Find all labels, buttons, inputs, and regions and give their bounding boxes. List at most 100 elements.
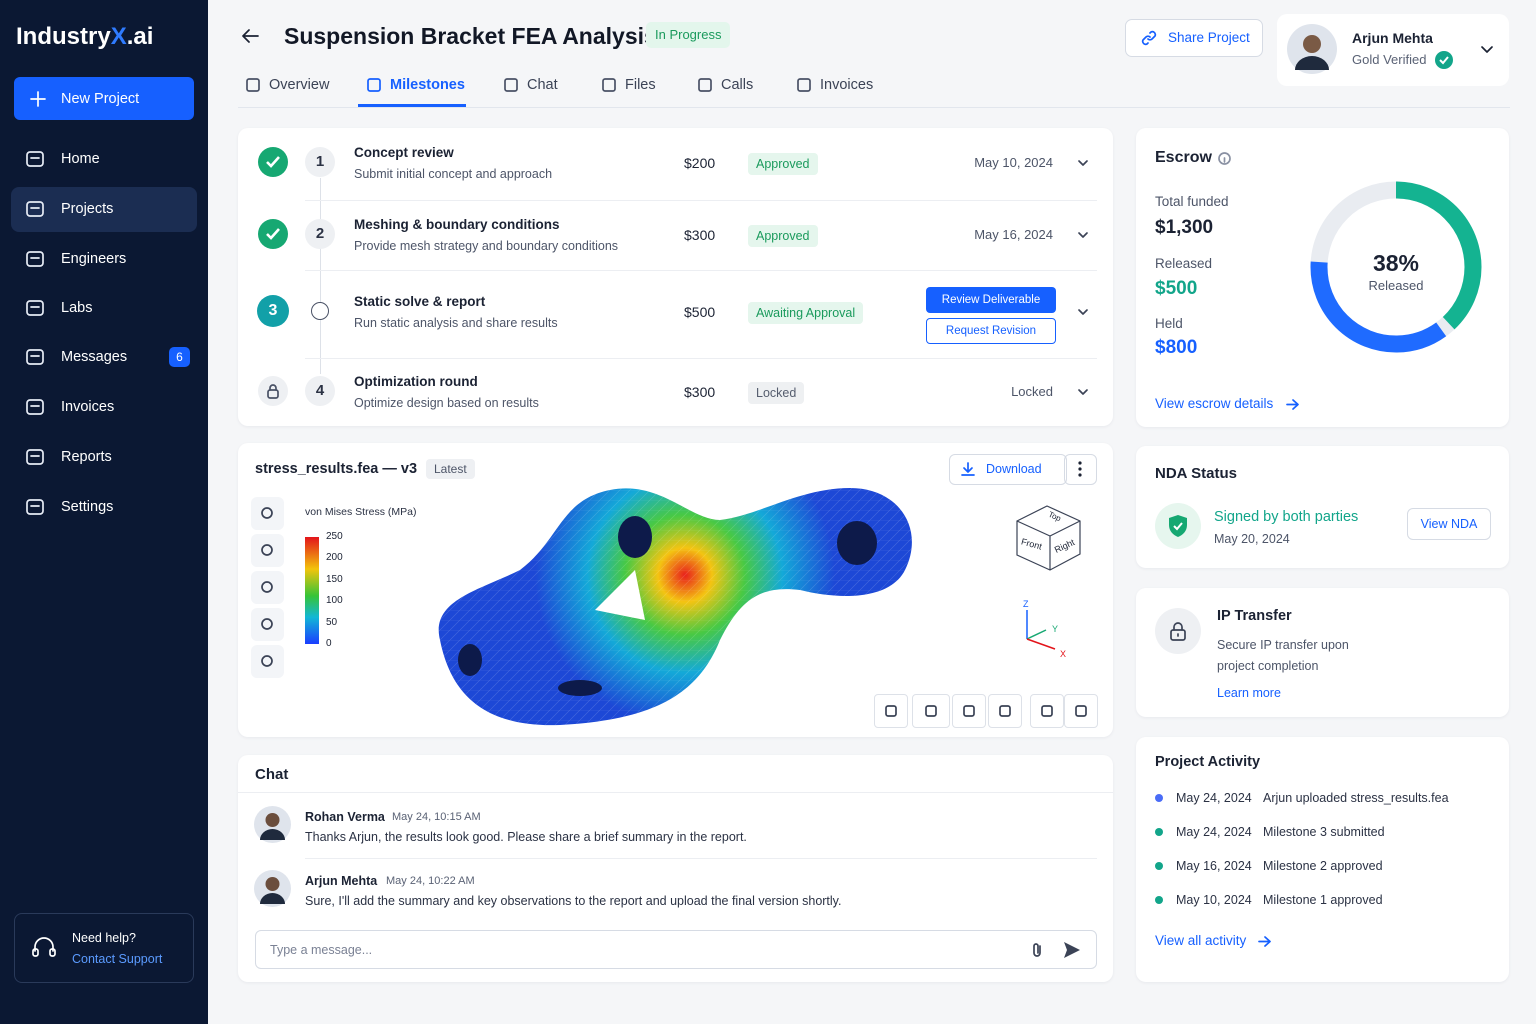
current-step	[257, 295, 289, 327]
share-label[interactable]: Share Project	[1168, 30, 1250, 45]
logo-text: Industry	[16, 23, 111, 50]
step-number: 1	[315, 153, 325, 170]
step-circle	[305, 147, 335, 177]
icon-shape	[26, 349, 44, 365]
chat-title: Chat	[255, 766, 289, 783]
icon-shape	[504, 78, 518, 92]
viewer-tool[interactable]	[251, 608, 284, 641]
icon-shape	[266, 228, 280, 240]
message-input[interactable]	[255, 930, 1097, 969]
status-pill: Approved	[748, 225, 818, 247]
icon-shape	[618, 516, 652, 558]
headset-icon	[32, 937, 56, 957]
status-pill: Awaiting Approval	[748, 302, 864, 324]
activity-link[interactable]: View all activity	[1155, 933, 1247, 948]
icon-shape	[1173, 522, 1183, 531]
icon-shape	[1285, 398, 1299, 410]
action-button[interactable]	[926, 318, 1056, 344]
nav-icon	[26, 449, 44, 465]
nav-icon	[26, 349, 44, 365]
nav-item[interactable]: Engineers	[61, 251, 127, 267]
row-chevron	[1078, 389, 1088, 395]
icon-shape	[32, 937, 56, 957]
action-label[interactable]: Request Revision	[945, 325, 1037, 337]
info-icon	[1217, 151, 1231, 165]
tab[interactable]: Overview	[269, 77, 330, 93]
step-number: 4	[315, 382, 325, 399]
row-chevron	[1078, 309, 1088, 315]
new-project-label[interactable]: New Project	[61, 91, 140, 107]
tab[interactable]: Calls	[721, 77, 754, 93]
tabs-divider	[238, 107, 1510, 108]
tab-icon	[797, 78, 811, 92]
activity-dot	[1155, 896, 1163, 904]
row-divider	[305, 270, 1097, 271]
viewer-tool[interactable]	[251, 534, 284, 567]
icon-shape	[1078, 389, 1088, 395]
nav-item[interactable]: Projects	[61, 201, 114, 217]
escrow-link[interactable]: View escrow details	[1155, 396, 1274, 411]
tool-icon	[261, 507, 273, 519]
viewer-action[interactable]	[988, 694, 1022, 728]
more-button[interactable]	[1064, 454, 1097, 485]
action-icon	[885, 705, 897, 717]
icon-shape	[698, 78, 712, 92]
viewer-action[interactable]	[1030, 694, 1064, 728]
nda-button-label[interactable]: View NDA	[1420, 517, 1478, 531]
icon-shape	[26, 399, 44, 415]
view-cube	[1016, 505, 1081, 571]
nav-item[interactable]: Invoices	[61, 399, 115, 415]
icon-shape	[265, 813, 280, 827]
legend-tick: 50	[326, 616, 338, 628]
tab[interactable]: Chat	[527, 77, 558, 93]
icon-shape	[1481, 46, 1493, 53]
icon-shape	[885, 705, 897, 717]
icon-shape	[504, 78, 518, 92]
file-tag: Latest	[426, 459, 475, 479]
action-label[interactable]: Review Deliverable	[941, 294, 1041, 306]
icon-shape	[1257, 935, 1271, 947]
action-button[interactable]	[926, 287, 1056, 313]
milestone-date: May 16, 2024	[974, 227, 1053, 242]
icon-shape	[1078, 467, 1082, 471]
viewer-action[interactable]	[874, 694, 908, 728]
nav-item[interactable]: Settings	[61, 499, 114, 515]
tab[interactable]: Files	[625, 77, 656, 93]
viewer-action[interactable]	[912, 694, 950, 728]
milestone-amount: $200	[684, 155, 716, 171]
viewer-tool[interactable]	[251, 497, 284, 530]
icon-shape	[797, 78, 811, 92]
ip-link[interactable]: Learn more	[1217, 686, 1281, 700]
tab[interactable]: Milestones	[390, 77, 465, 93]
logo: IndustryX.ai	[16, 22, 196, 52]
icon-shape	[1026, 629, 1047, 640]
icon-shape	[26, 399, 44, 415]
donut-caption: Released	[1368, 278, 1424, 293]
nav-item[interactable]: Labs	[61, 300, 93, 316]
nda-button[interactable]	[1407, 508, 1491, 540]
icon-shape	[1026, 638, 1056, 650]
download-label[interactable]: Download	[986, 462, 1042, 476]
share-button[interactable]	[1125, 19, 1263, 57]
tab-icon	[698, 78, 712, 92]
nda-date: May 20, 2024	[1214, 532, 1290, 546]
help-link[interactable]: Contact Support	[72, 952, 163, 966]
icon-shape	[26, 251, 44, 267]
nav-item[interactable]: Messages	[61, 349, 128, 365]
nav-icon	[26, 300, 44, 316]
chevron-down	[1481, 46, 1493, 53]
viewer-action[interactable]	[952, 694, 986, 728]
tab[interactable]: Invoices	[820, 77, 874, 93]
icon-shape	[1303, 35, 1321, 53]
viewer-action[interactable]	[1064, 694, 1098, 728]
chat-author: Arjun Mehta	[305, 874, 378, 888]
viewer-tool[interactable]	[251, 571, 284, 604]
icon-shape	[26, 201, 44, 217]
chat-text: Thanks Arjun, the results look good. Ple…	[305, 830, 747, 844]
nav-item[interactable]: Reports	[61, 449, 112, 465]
viewer-tool[interactable]	[251, 645, 284, 678]
row-divider	[305, 200, 1097, 201]
download-button[interactable]	[949, 454, 1067, 485]
user-name: Arjun Mehta	[1352, 30, 1433, 46]
nav-item[interactable]: Home	[61, 151, 100, 167]
